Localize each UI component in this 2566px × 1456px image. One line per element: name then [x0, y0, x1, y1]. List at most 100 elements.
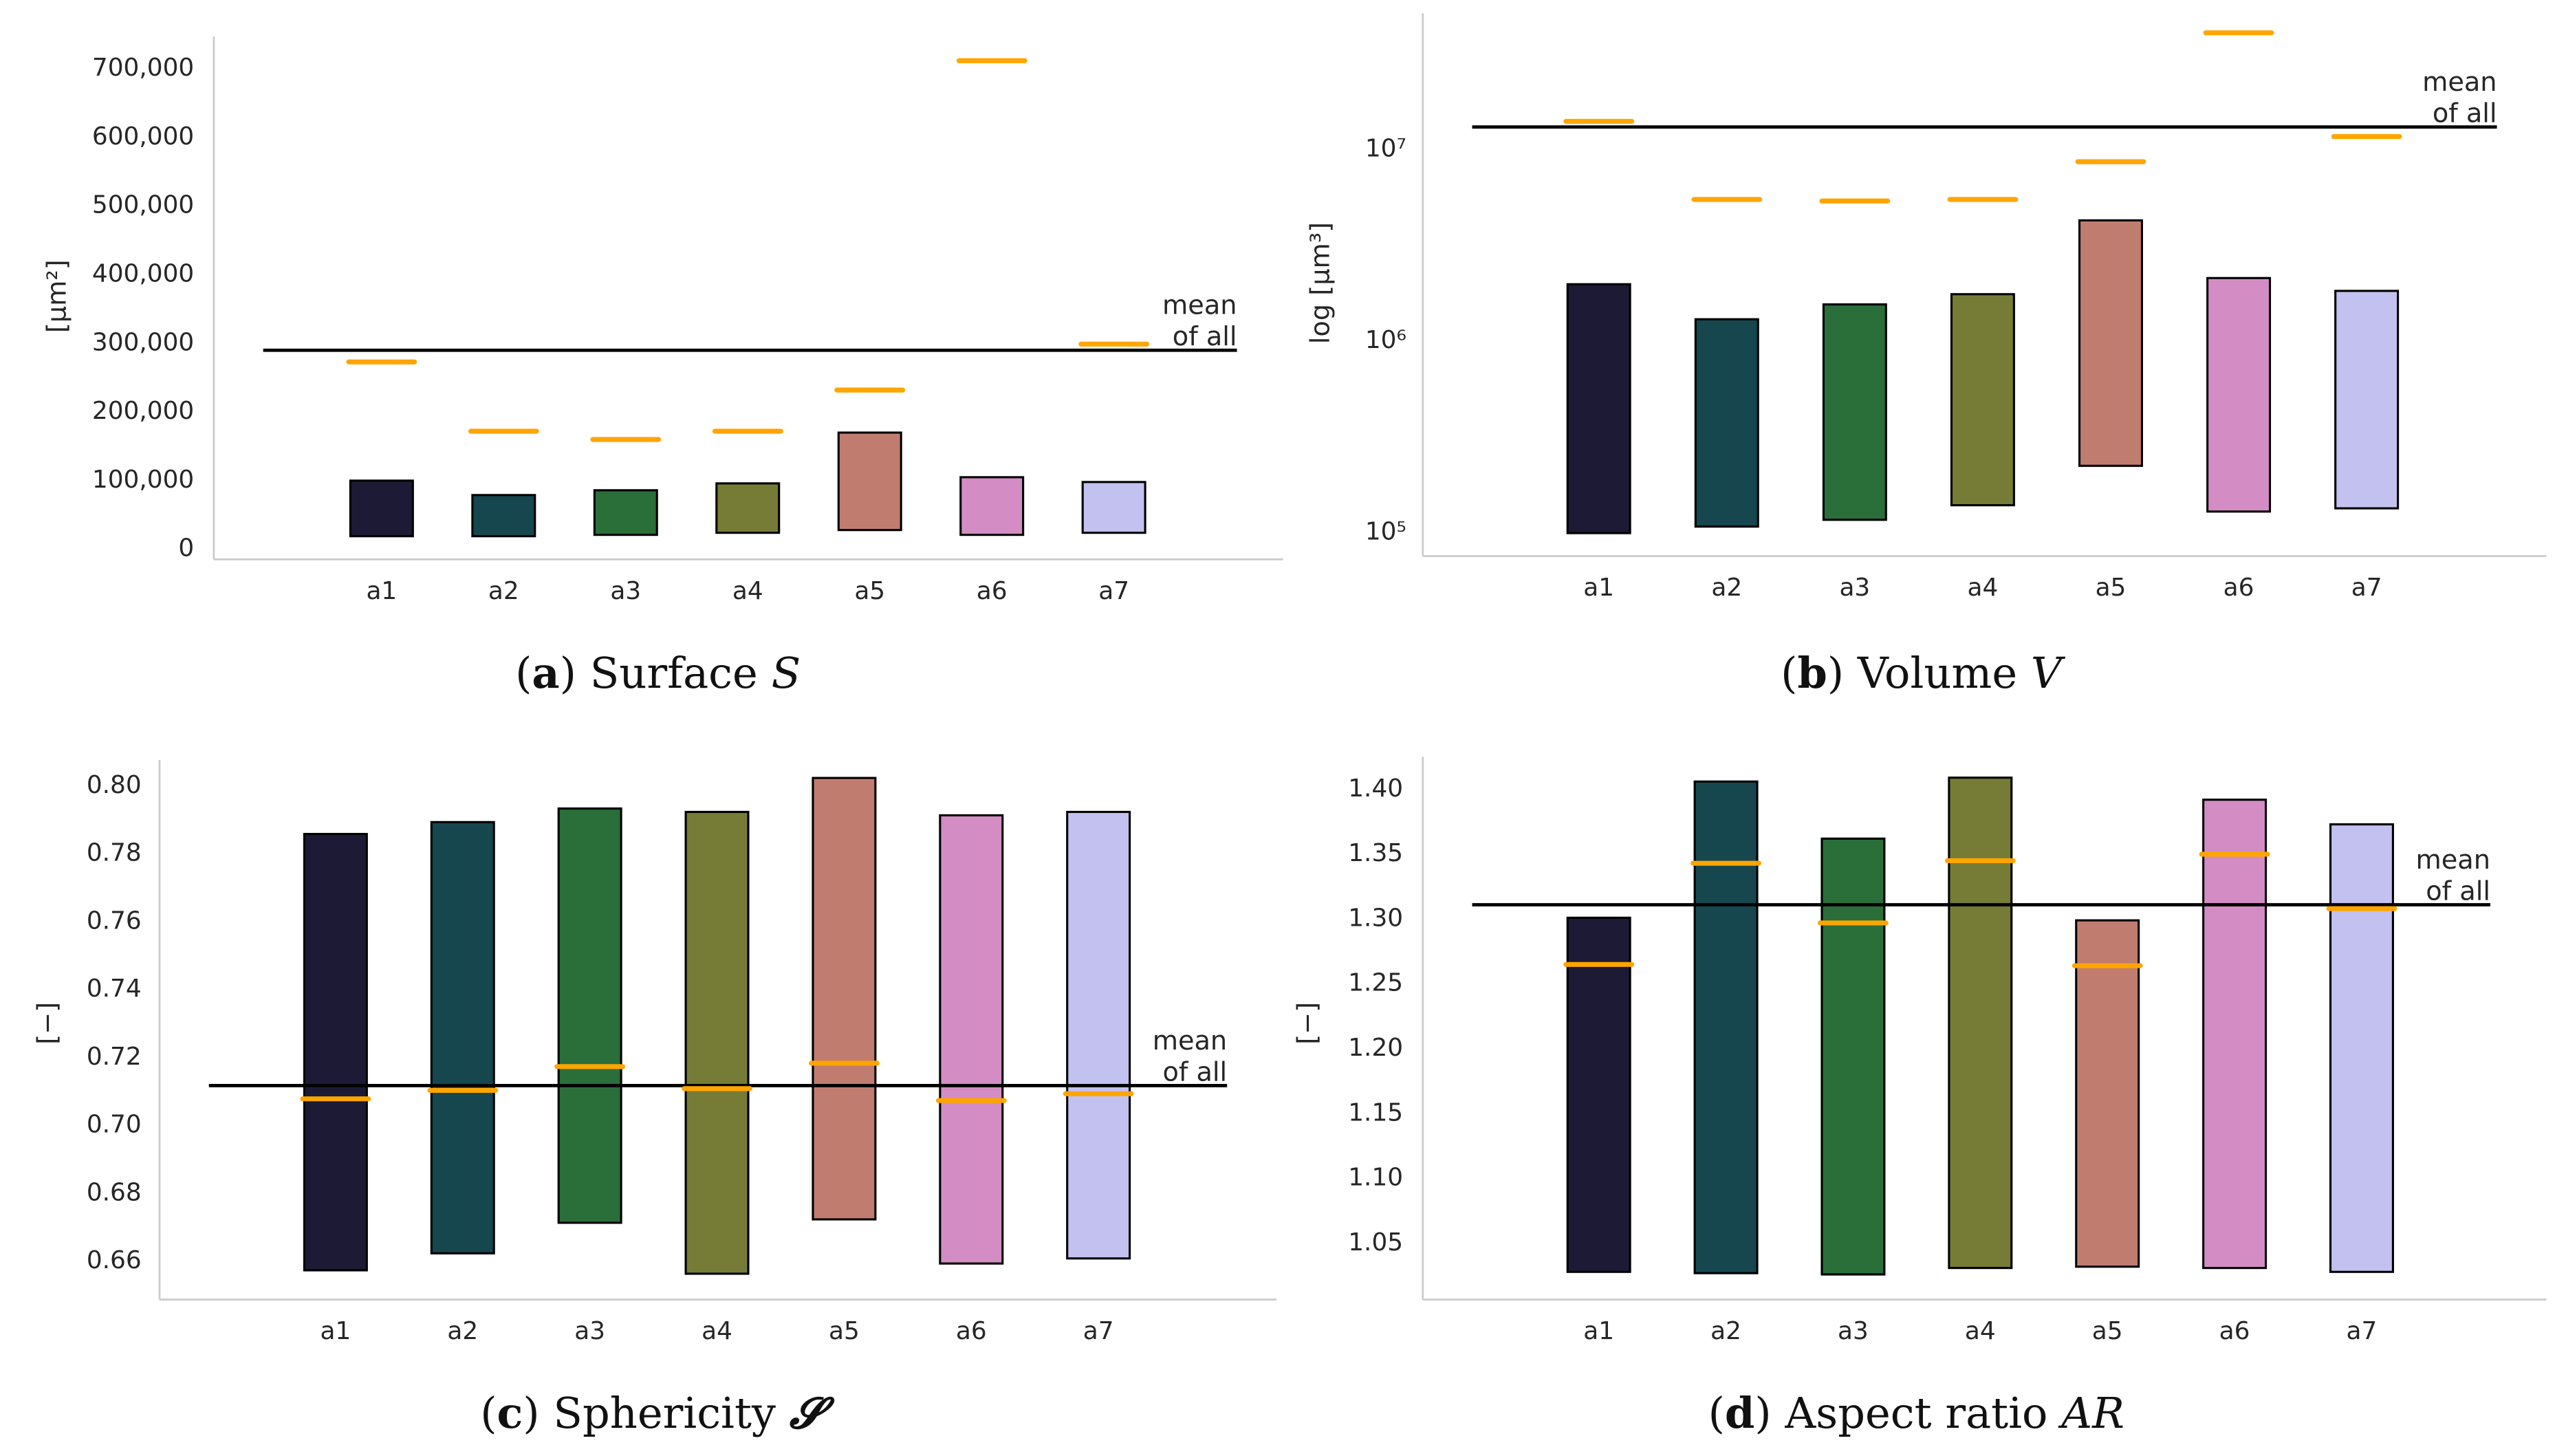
caption-letter: b [1797, 648, 1827, 698]
y-tick-label: 200,000 [92, 397, 194, 425]
y-tick-label: 1.25 [1348, 969, 1403, 997]
x-tick-label: a1 [320, 1317, 351, 1345]
x-tick-label: a2 [447, 1317, 478, 1345]
bar-a3 [1822, 303, 1887, 521]
y-tick-label: 0 [178, 534, 194, 563]
bar-a6 [2206, 276, 2272, 513]
y-tick-label: 0.78 [87, 839, 142, 867]
y-tick-label: 700,000 [92, 54, 194, 82]
y-tick-label: 300,000 [92, 328, 194, 356]
caption-letter: d [1725, 1388, 1754, 1438]
y-tick-label: 10⁶ [1365, 326, 1406, 354]
y-axis-label: [−] [1292, 1002, 1323, 1045]
panel-caption: (a) Surface S [515, 648, 801, 698]
bar-a1 [1566, 916, 1631, 1273]
caption-paren: ( [1781, 648, 1797, 698]
mean-label-line2: of all [2426, 876, 2490, 906]
x-tick-label: a4 [702, 1317, 732, 1345]
caption-symbol: V [2031, 648, 2066, 698]
x-tick-label: a6 [956, 1317, 987, 1345]
panel-d: 1.05 1.10 1.15 1.20 1.25 1.30 1.35 1.40 [−] a1 a2 a… [1292, 757, 2547, 1438]
x-tick-label: a5 [2092, 1317, 2123, 1345]
x-tick-label: a2 [488, 577, 519, 605]
bar-a2 [1693, 780, 1759, 1274]
caption-space [2047, 1388, 2061, 1438]
caption-paren: ( [1708, 1388, 1725, 1438]
caption-text: Surface [590, 648, 758, 698]
x-tick-label: a3 [574, 1317, 605, 1345]
caption-symbol: S [772, 648, 801, 698]
x-tick-label: a1 [1583, 1317, 1614, 1345]
x-tick-label: a4 [1968, 574, 1999, 602]
caption-paren: ) [1754, 1388, 1785, 1438]
y-tick-label: 0.74 [87, 975, 142, 1003]
panel-caption: (d) Aspect ratio AR [1708, 1388, 2124, 1438]
bar-a5 [837, 431, 902, 532]
caption-space [776, 1388, 790, 1438]
y-tick-label: 1.20 [1348, 1034, 1403, 1062]
y-tick-label: 10⁷ [1365, 134, 1406, 162]
y-axis-label: log [μm³] [1305, 222, 1336, 344]
caption-paren: ( [480, 1388, 497, 1438]
x-tick-label: a7 [2347, 1317, 2378, 1345]
bar-a6 [959, 476, 1025, 536]
panel-a: 0 100,000 200,000 300,000 400,000 500,000 600,… [42, 36, 1283, 698]
bar-a2 [1694, 318, 1759, 528]
bar-a7 [1066, 810, 1131, 1260]
x-tick-label: a4 [1965, 1317, 1996, 1345]
mean-label-line2: of all [1173, 321, 1237, 352]
bar-a2 [430, 821, 495, 1254]
x-tick-label: a7 [1098, 577, 1129, 605]
caption-space [2017, 648, 2031, 698]
x-tick-label: a5 [854, 577, 885, 605]
bar-a4 [715, 482, 781, 534]
mean-label-line1: mean [2415, 845, 2490, 876]
x-tick-label: a4 [732, 577, 763, 605]
x-tick-label: a3 [1839, 574, 1870, 602]
caption-symbol: 𝓢 [790, 1388, 835, 1438]
bar-a4 [1950, 293, 2015, 507]
x-tick-label: a7 [1083, 1317, 1114, 1345]
caption-paren: ( [515, 648, 532, 698]
y-tick-label: 600,000 [92, 122, 194, 151]
caption-text: Volume [1857, 648, 2017, 698]
caption-paren: ) [560, 648, 590, 698]
panel-c: 0.66 0.68 0.70 0.72 0.74 0.76 0.78 0.80 [−] a1 a2 a… [32, 760, 1276, 1438]
x-tick-label: a2 [1710, 1317, 1741, 1345]
y-tick-label: 500,000 [92, 191, 194, 219]
y-tick-label: 100,000 [92, 466, 194, 494]
x-tick-label: a2 [1711, 574, 1742, 602]
caption-symbol: AR [2058, 1388, 2124, 1438]
y-axis-label: [−] [32, 1002, 63, 1045]
bar-a5 [812, 776, 877, 1221]
bar-a7 [1081, 481, 1146, 534]
y-axis-label: [μm²] [42, 259, 73, 333]
y-tick-label: 10⁵ [1365, 518, 1406, 546]
bar-a3 [557, 807, 622, 1224]
bar-a6 [2202, 798, 2268, 1270]
x-tick-label: a7 [2351, 574, 2382, 602]
y-tick-label: 1.35 [1348, 839, 1403, 867]
bar-a1 [349, 479, 414, 538]
y-tick-label: 1.05 [1348, 1228, 1403, 1257]
caption-paren: ) [1827, 648, 1858, 698]
caption-paren: ) [523, 1388, 553, 1438]
bar-a6 [939, 814, 1004, 1265]
mean-label-line1: mean [1153, 1025, 1227, 1056]
bar-a3 [1820, 837, 1886, 1276]
y-tick-label: 1.10 [1348, 1164, 1403, 1192]
x-tick-label: a5 [829, 1317, 860, 1345]
bar-a5 [2078, 219, 2143, 467]
mean-label-line1: mean [2422, 67, 2497, 98]
bar-a7 [2329, 823, 2394, 1273]
x-tick-label: a6 [2223, 574, 2254, 602]
y-tick-label: 0.72 [87, 1043, 142, 1071]
bar-a2 [471, 494, 536, 538]
mean-label-line1: mean [1162, 290, 1237, 321]
caption-space [758, 648, 772, 698]
y-tick-label: 0.80 [87, 771, 142, 799]
x-tick-label: a3 [610, 577, 641, 605]
mean-label-line2: of all [2433, 98, 2497, 129]
bar-a7 [2334, 290, 2400, 510]
